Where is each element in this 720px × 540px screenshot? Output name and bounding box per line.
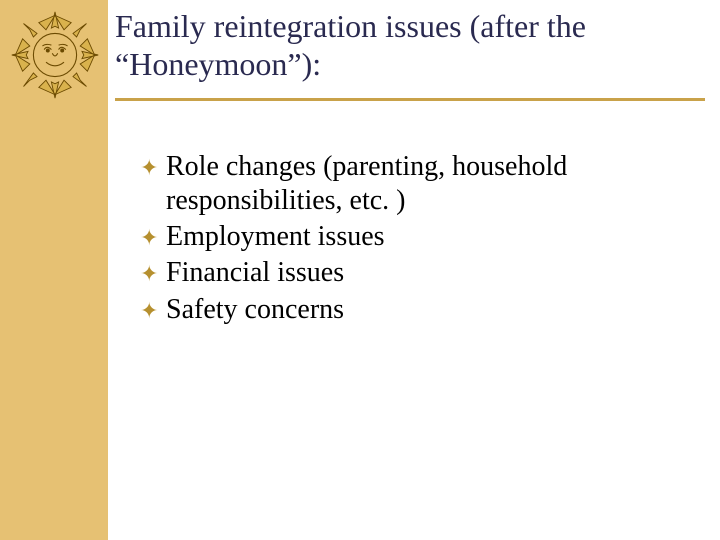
bullet-text: Employment issues [166, 221, 385, 252]
bullet-text: Financial issues [166, 257, 344, 288]
bullet-marker-icon: ✦ [140, 157, 158, 179]
slide-title: Family reintegration issues (after the “… [115, 8, 705, 84]
sidebar-gold-band [0, 0, 108, 540]
list-item: ✦ Financial issues [140, 256, 700, 290]
bullet-marker-icon: ✦ [140, 300, 158, 322]
bullet-list: ✦ Role changes (parenting, household res… [140, 150, 700, 329]
title-block: Family reintegration issues (after the “… [115, 8, 705, 90]
bullet-marker-icon: ✦ [140, 263, 158, 285]
title-underline [115, 98, 705, 101]
bullet-text: Safety concerns [166, 294, 344, 325]
sun-face-icon [10, 10, 100, 100]
bullet-marker-icon: ✦ [140, 227, 158, 249]
list-item: ✦ Safety concerns [140, 293, 700, 327]
list-item: ✦ Role changes (parenting, household res… [140, 150, 700, 218]
bullet-text: Role changes (parenting, household respo… [166, 151, 567, 216]
list-item: ✦ Employment issues [140, 220, 700, 254]
